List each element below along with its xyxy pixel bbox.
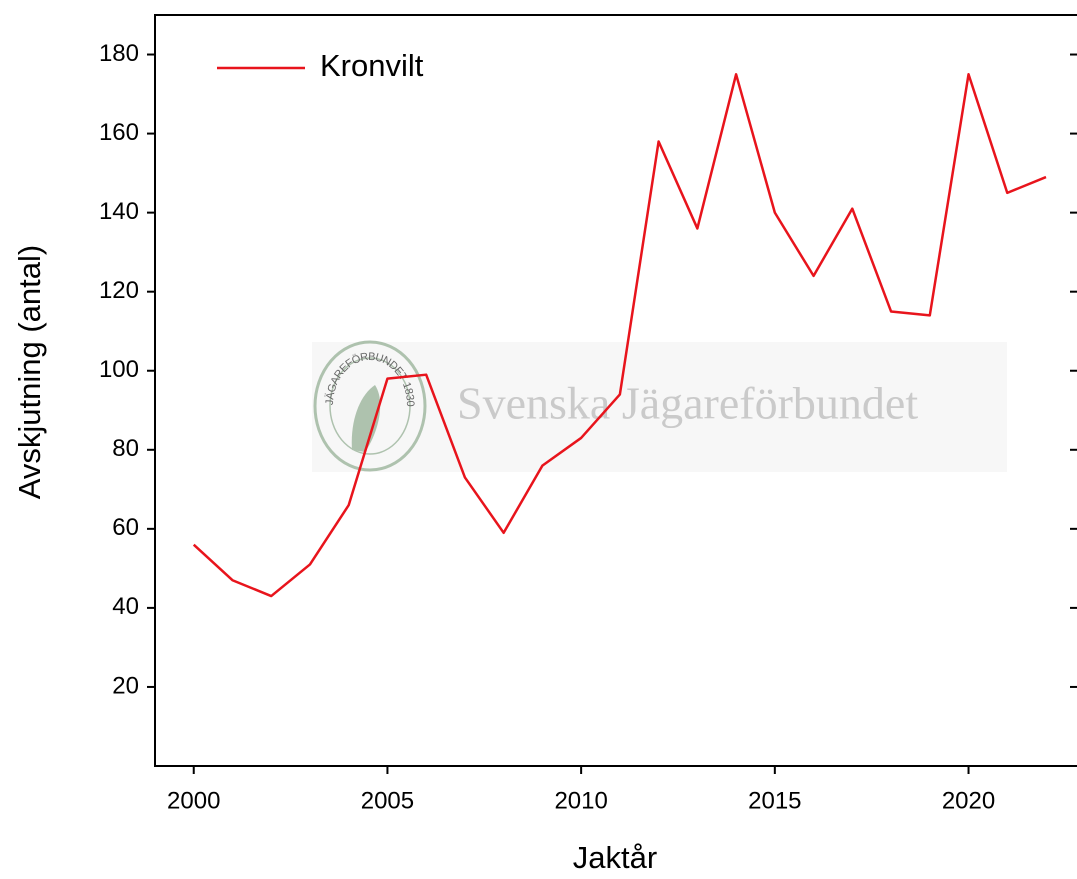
watermark-background <box>312 342 1007 472</box>
logo-bird <box>351 385 381 452</box>
line <box>192 73 1047 598</box>
logo-ring <box>313 340 427 472</box>
y-tick-label: 120 <box>99 277 139 304</box>
y-axis-label: Avskjutning (antal) <box>12 245 47 499</box>
y-tick-label: 160 <box>99 119 139 146</box>
x-tick-label: 2020 <box>942 787 995 814</box>
x-tick-label: 2010 <box>554 787 607 814</box>
y-tick-label: 20 <box>112 672 139 699</box>
watermark-group: JÄGAREFÖRBUNDET 1830 Svenska Jägareförbu… <box>312 340 1007 472</box>
x-tick-label: 2005 <box>361 787 414 814</box>
legend-label: Kronvilt <box>320 48 424 83</box>
y-tick-label: 140 <box>99 198 139 225</box>
watermark-text: Svenska Jägareförbundet <box>457 378 918 429</box>
x-tick-label: 2015 <box>748 787 801 814</box>
x-axis-label: Jaktår <box>573 840 657 875</box>
y-tick-label: 100 <box>99 356 139 383</box>
y-tick-label: 80 <box>112 435 139 462</box>
y-tick-label: 40 <box>112 593 139 620</box>
logo-inner-ring <box>329 357 411 455</box>
y-tick-label: 60 <box>112 514 139 541</box>
y-tick-label: 180 <box>99 40 139 67</box>
x-tick-label: 2000 <box>167 787 220 814</box>
axis-frame <box>154 14 1077 767</box>
